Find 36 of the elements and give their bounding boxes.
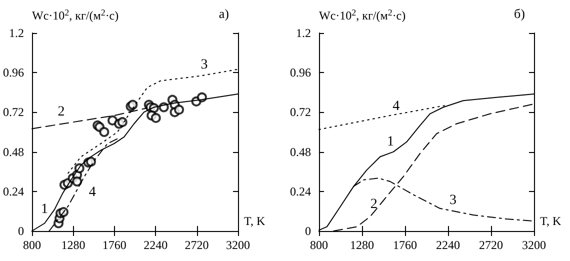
annotation: 1 [386,134,394,150]
y-tick-label: 0.72 [290,105,311,120]
y-tick-label: 0.24 [3,184,24,198]
y-tick-label: 0.48 [290,144,311,159]
x-axis-title: T, K [244,214,266,228]
x-tick-label: 2720 [479,238,503,252]
x-tick-label: 1280 [61,238,86,252]
x-tick-label: 1760 [393,238,417,252]
annotation: 2 [370,196,378,212]
x-tick-label: 2240 [144,238,168,252]
x-axis-title: T, K [540,214,562,228]
chart-title: а) [218,6,230,21]
x-tick-label: 800 [310,238,328,252]
y-tick-label: 0.96 [3,66,24,80]
y-tick-label: 0 [18,224,24,238]
x-tick-label: 2240 [436,238,460,252]
y-tick-label: 0.48 [3,144,24,159]
y-tick-label: 0 [305,224,311,238]
y-tick-label: 0.72 [3,105,24,120]
x-tick-label: 1280 [350,238,374,252]
annotation: 2 [58,104,65,120]
annotation: 4 [88,185,96,200]
y-tick-label: 0.96 [290,66,311,80]
x-tick-label: 3200 [226,238,250,252]
y-tick-label: 1.2 [9,26,24,40]
annotation: 3 [449,192,456,208]
y-tick-label: 0.24 [290,184,311,198]
x-tick-label: 3200 [522,238,546,252]
x-tick-label: 1760 [102,238,126,252]
x-tick-label: 800 [23,238,41,252]
annotation: 4 [392,99,400,114]
x-tick-label: 2720 [184,238,209,252]
annotation: 3 [200,57,208,72]
y-tick-label: 1.2 [296,26,311,40]
annotation: 1 [40,202,48,218]
chart-title: б) [514,6,526,21]
